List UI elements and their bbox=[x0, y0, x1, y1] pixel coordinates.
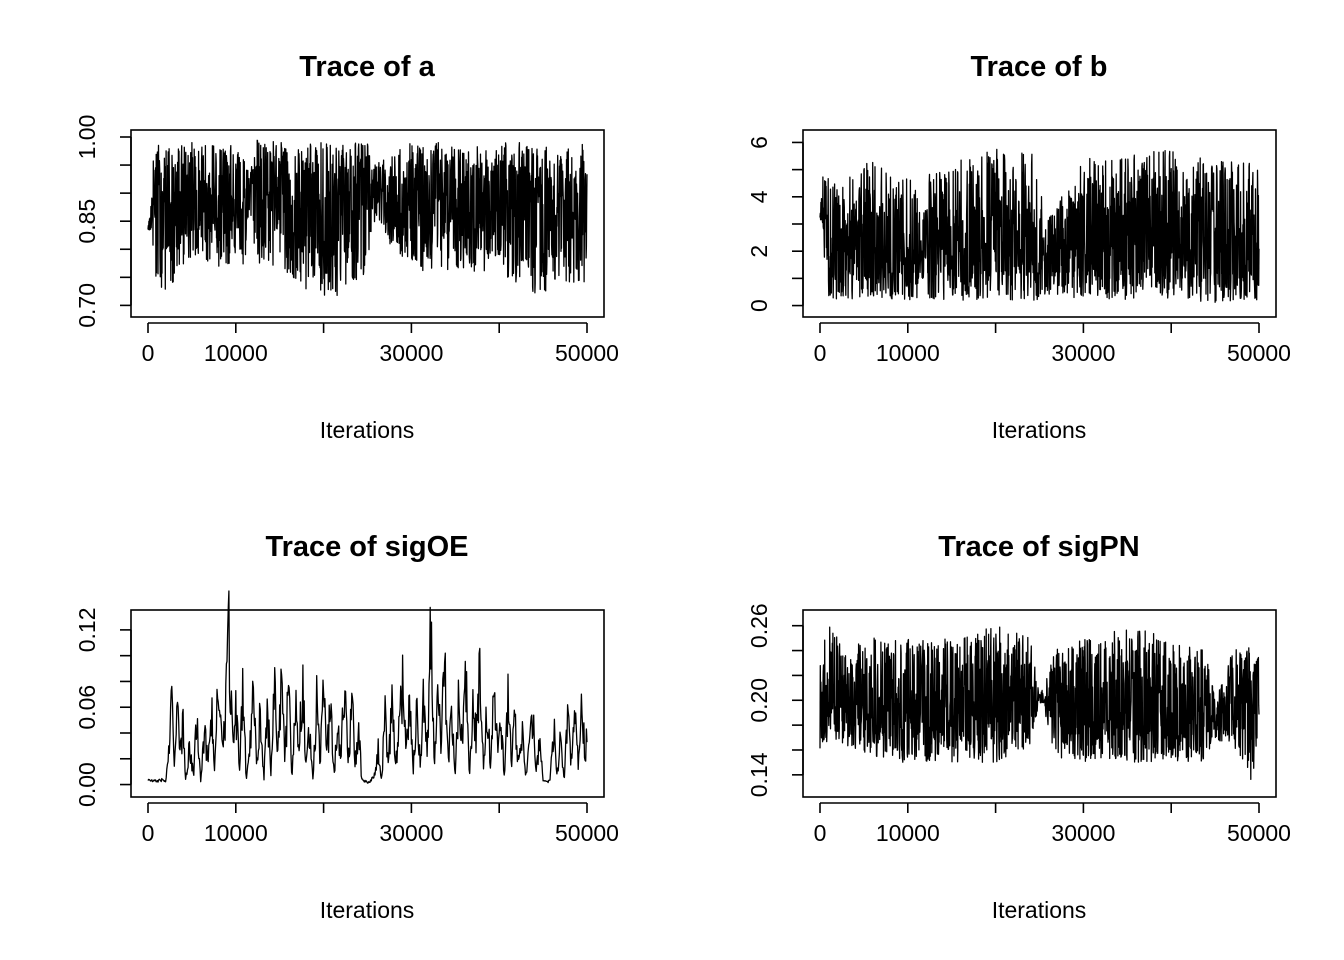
panel-trace-sigoe: Trace of sigOE 0 10000 30000 50000 0.00 0.06… bbox=[74, 531, 619, 923]
y-tick-label: 1.00 bbox=[74, 115, 100, 160]
y-tick-label: 0.70 bbox=[74, 283, 100, 328]
x-tick-label: 30000 bbox=[1051, 340, 1115, 366]
chart-title: Trace of a bbox=[299, 51, 435, 83]
x-axis-label: Iterations bbox=[992, 417, 1087, 443]
y-axis: 0.70 0.85 1.00 bbox=[74, 115, 132, 328]
x-tick-label: 50000 bbox=[1227, 340, 1291, 366]
x-axis-label: Iterations bbox=[320, 417, 415, 443]
x-axis: 0 10000 30000 50000 bbox=[814, 802, 1291, 846]
y-tick-label: 0.00 bbox=[74, 762, 100, 807]
trace-series-group bbox=[819, 626, 1260, 781]
x-tick-label: 50000 bbox=[555, 340, 619, 366]
trace-series-group bbox=[147, 590, 588, 784]
x-tick-label: 0 bbox=[142, 820, 155, 846]
x-tick-label: 30000 bbox=[379, 820, 443, 846]
x-axis: 0 10000 30000 50000 bbox=[142, 322, 619, 366]
y-tick-label: 0.12 bbox=[74, 608, 100, 653]
x-tick-label: 30000 bbox=[1051, 820, 1115, 846]
chart-title: Trace of sigOE bbox=[265, 531, 468, 563]
trace-series-group bbox=[819, 148, 1260, 303]
x-tick-label: 0 bbox=[814, 820, 827, 846]
panel-trace-b: Trace of b 0 10000 30000 50000 0 2 4 6 Iterati… bbox=[746, 51, 1291, 443]
chart-title: Trace of b bbox=[971, 51, 1108, 83]
y-tick-label: 2 bbox=[746, 245, 772, 258]
y-axis: 0 2 4 6 bbox=[746, 136, 804, 312]
trace-series-line bbox=[819, 626, 1260, 781]
x-axis-label: Iterations bbox=[320, 897, 415, 923]
y-tick-label: 0.06 bbox=[74, 685, 100, 730]
trace-series-line bbox=[147, 139, 588, 297]
x-tick-label: 30000 bbox=[379, 340, 443, 366]
x-tick-label: 10000 bbox=[876, 820, 940, 846]
x-axis-label: Iterations bbox=[992, 897, 1087, 923]
chart-title: Trace of sigPN bbox=[938, 531, 1139, 563]
trace-series-group bbox=[147, 139, 588, 297]
x-tick-label: 50000 bbox=[555, 820, 619, 846]
x-tick-label: 10000 bbox=[876, 340, 940, 366]
x-axis: 0 10000 30000 50000 bbox=[814, 322, 1291, 366]
y-tick-label: 0.20 bbox=[746, 678, 772, 723]
y-axis: 0.14 0.20 0.26 bbox=[746, 603, 804, 797]
y-tick-label: 4 bbox=[746, 190, 772, 203]
y-tick-label: 6 bbox=[746, 136, 772, 149]
x-axis: 0 10000 30000 50000 bbox=[142, 802, 619, 846]
x-tick-label: 50000 bbox=[1227, 820, 1291, 846]
trace-series-line bbox=[147, 590, 588, 784]
y-tick-label: 0 bbox=[746, 299, 772, 312]
trace-series-line bbox=[819, 148, 1260, 303]
panel-trace-sigpn: Trace of sigPN 0 10000 30000 50000 0.14 0.20… bbox=[746, 531, 1291, 923]
x-tick-label: 10000 bbox=[204, 820, 268, 846]
y-axis: 0.00 0.06 0.12 bbox=[74, 608, 132, 807]
y-tick-label: 0.85 bbox=[74, 199, 100, 244]
y-tick-label: 0.26 bbox=[746, 603, 772, 648]
y-tick-label: 0.14 bbox=[746, 752, 772, 797]
panel-trace-a: Trace of a 0 10000 30000 50000 0.70 0.85 1.00… bbox=[74, 51, 619, 443]
x-tick-label: 10000 bbox=[204, 340, 268, 366]
x-tick-label: 0 bbox=[814, 340, 827, 366]
x-tick-label: 0 bbox=[142, 340, 155, 366]
